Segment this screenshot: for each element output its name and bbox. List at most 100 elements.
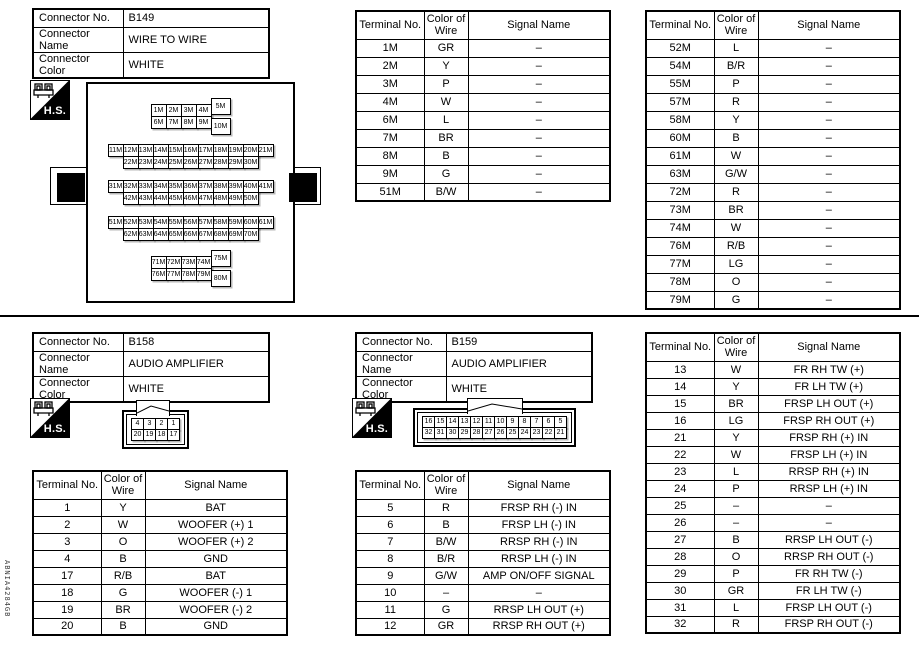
table-cell: W bbox=[713, 218, 759, 238]
table-cell: B bbox=[423, 515, 469, 534]
table-cell: 57M bbox=[645, 92, 715, 112]
table-cell: – bbox=[467, 92, 611, 112]
table-cell: B/R bbox=[713, 56, 759, 76]
table-cell: 1M bbox=[355, 38, 425, 58]
table-cell: – bbox=[757, 128, 901, 148]
table-row: 6M L – bbox=[355, 110, 611, 130]
table-cell: – bbox=[467, 56, 611, 76]
pin-21M: 21M bbox=[257, 144, 274, 157]
table-cell: – bbox=[757, 164, 901, 184]
table-cell: P bbox=[713, 74, 759, 94]
table-cell: P bbox=[713, 479, 759, 498]
table-cell: 1 bbox=[32, 498, 102, 517]
table-row: 31 L FRSP LH OUT (-) bbox=[645, 598, 901, 617]
pin-75M: 75M bbox=[210, 250, 231, 267]
lock-tab-line bbox=[467, 403, 523, 412]
table-cell: Y bbox=[423, 56, 469, 76]
table-cell: 54M bbox=[645, 56, 715, 76]
table-row: Connector Name WIRE TO WIRE bbox=[32, 26, 270, 53]
pin-grid-2: 11M 12M 13M 14M 15M 16M 17M 18M 19M 20M 21M 22M 23M 2… bbox=[107, 144, 274, 169]
table-row: 9 G/W AMP ON/OFF SIGNAL bbox=[355, 566, 611, 585]
table-row: 21 Y FRSP RH (+) IN bbox=[645, 428, 901, 447]
pin-row: 71M 72M 73M 74M bbox=[150, 256, 212, 269]
pin-78M: 78M bbox=[180, 268, 197, 281]
pin-17: 17 bbox=[167, 429, 180, 441]
table-cell: FRSP RH OUT (-) bbox=[757, 615, 901, 634]
connector-housing-b158: 4 3 2 1 20 19 18 17 bbox=[122, 410, 189, 449]
table-cell: 7 bbox=[355, 532, 425, 551]
col-header-color: Color of Wire bbox=[100, 470, 146, 500]
table-cell: GND bbox=[144, 617, 288, 636]
table-cell: WOOFER (+) 2 bbox=[144, 532, 288, 551]
terminal-table-b159-2: Terminal No. Color of Wire Signal Name 1… bbox=[645, 332, 901, 634]
table-cell: G bbox=[713, 290, 759, 310]
table-cell: FR RH TW (+) bbox=[757, 360, 901, 379]
pin-5M: 5M bbox=[210, 98, 231, 115]
hs-label: H.S. bbox=[43, 105, 66, 117]
table-cell: – bbox=[757, 146, 901, 166]
table-cell: 8M bbox=[355, 146, 425, 166]
table-cell: P bbox=[423, 74, 469, 94]
table-cell: BAT bbox=[144, 498, 288, 517]
pin-grid-5: 71M 72M 73M 74M 76M 77M 78M 79M bbox=[150, 256, 212, 281]
terminal-table-b149-1: Terminal No. Color of Wire Signal Name 1… bbox=[355, 10, 611, 202]
pin-30M: 30M bbox=[242, 156, 259, 169]
table-row: 6 B FRSP LH (-) IN bbox=[355, 515, 611, 534]
table-cell: G/W bbox=[423, 566, 469, 585]
table-cell: – bbox=[757, 272, 901, 292]
table-cell: Connector Name bbox=[32, 26, 124, 53]
table-cell: 28 bbox=[645, 547, 715, 566]
table-cell: G bbox=[423, 600, 469, 619]
table-cell: W bbox=[713, 360, 759, 379]
table-cell: B bbox=[100, 549, 146, 568]
table-cell: L bbox=[713, 38, 759, 58]
table-row: 22 W FRSP LH (+) IN bbox=[645, 445, 901, 464]
table-cell: BAT bbox=[144, 566, 288, 585]
table-cell: 9M bbox=[355, 164, 425, 184]
pin-grid-4: 51M 52M 53M 54M 55M 56M 57M 58M 59M 60M 61M 62M 63M 6… bbox=[107, 216, 274, 241]
terminal-table-body-b159-1: 5 R FRSP RH (-) IN 6 B FRSP LH (-) IN 7 B/W RRSP… bbox=[355, 498, 611, 636]
pin-9M: 9M bbox=[195, 116, 212, 129]
table-cell: 21 bbox=[645, 428, 715, 447]
table-cell: O bbox=[713, 547, 759, 566]
table-row: Connector No. B149 bbox=[32, 8, 270, 28]
pin-grid-b159: 16 15 14 13 12 11 10 9 8 7 6 5 32 31 30 29 28 27 26 25 24 23 2… bbox=[417, 412, 572, 443]
table-row: 11 G RRSP LH OUT (+) bbox=[355, 600, 611, 619]
pin-41M: 41M bbox=[257, 180, 274, 193]
table-row: 1M GR – bbox=[355, 38, 611, 58]
table-row: 73M BR – bbox=[645, 200, 901, 220]
connector-info-table-b149: Connector No. B149 Connector Name WIRE TO W… bbox=[32, 8, 270, 79]
table-row: 16 LG FRSP RH OUT (+) bbox=[645, 411, 901, 430]
terminal-table-b149-2: Terminal No. Color of Wire Signal Name 5… bbox=[645, 10, 901, 310]
connector-info-body-b149: Connector No. B149 Connector Name WIRE TO W… bbox=[32, 8, 270, 78]
pin-tall-col-1: 5M 10M bbox=[210, 98, 231, 135]
table-cell: 52M bbox=[645, 38, 715, 58]
table-row: 76M R/B – bbox=[645, 236, 901, 256]
pin-grid-b158: 4 3 2 1 20 19 18 17 bbox=[126, 414, 185, 445]
table-cell: 10 bbox=[355, 583, 425, 602]
hs-label: H.S. bbox=[43, 423, 66, 435]
table-cell: WIRE TO WIRE bbox=[122, 26, 270, 53]
pin-42M: 42M bbox=[122, 192, 139, 205]
table-cell: 22 bbox=[645, 445, 715, 464]
table-cell: R bbox=[713, 182, 759, 202]
pin-row: 22M 23M 24M 25M 26M 27M 28M 29M 30M bbox=[108, 156, 274, 169]
table-cell: – bbox=[757, 110, 901, 130]
table-cell: 79M bbox=[645, 290, 715, 310]
pin-51M: 51M bbox=[107, 216, 124, 229]
table-cell: B bbox=[100, 617, 146, 636]
pin-80M: 80M bbox=[210, 270, 231, 287]
table-cell: 12 bbox=[355, 617, 425, 636]
pin-row: 31M 32M 33M 34M 35M 36M 37M 38M 39M 40M 41M bbox=[107, 180, 274, 193]
col-header-signal: Signal Name bbox=[144, 470, 288, 500]
table-row: Connector Color WHITE bbox=[32, 375, 270, 402]
table-cell: 7M bbox=[355, 128, 425, 148]
table-cell: B149 bbox=[122, 8, 270, 28]
table-cell: – bbox=[467, 182, 611, 202]
table-cell: Y bbox=[713, 110, 759, 130]
terminal-table-b158: Terminal No. Color of Wire Signal Name 1… bbox=[32, 470, 288, 636]
table-row: 78M O – bbox=[645, 272, 901, 292]
table-cell: L bbox=[713, 462, 759, 481]
table-cell: Connector No. bbox=[32, 8, 124, 28]
pin-10M: 10M bbox=[210, 118, 231, 135]
